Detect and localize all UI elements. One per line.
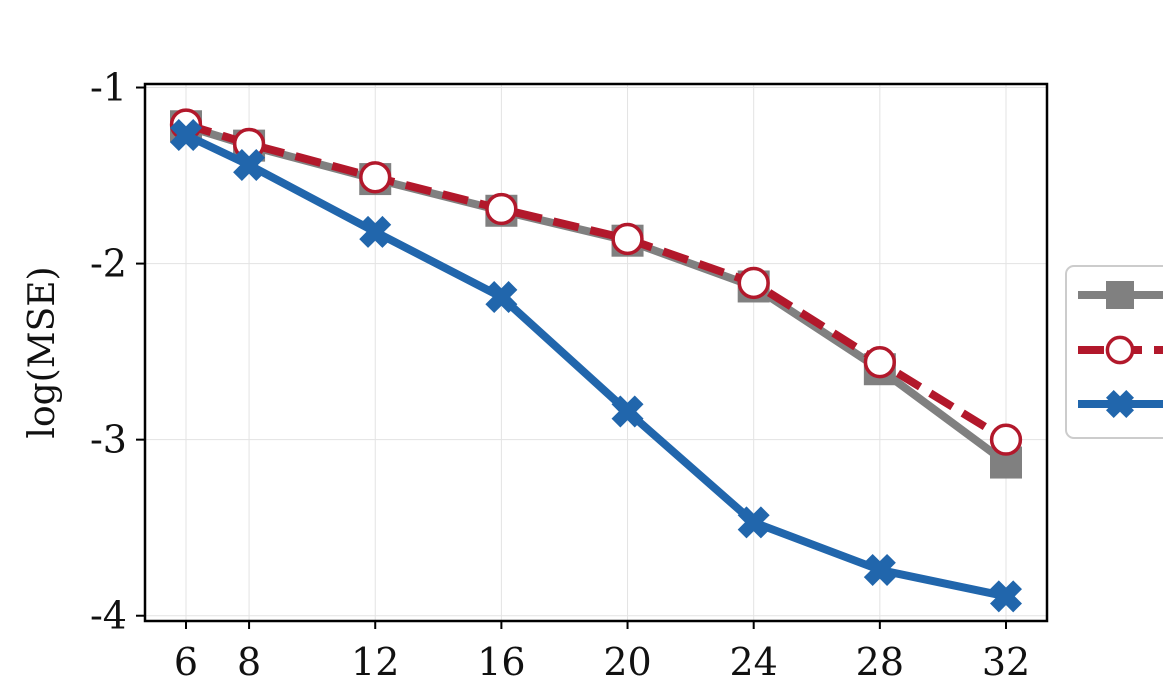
series-line	[184, 122, 1009, 466]
data-point-x	[611, 395, 644, 428]
grid	[145, 84, 1047, 621]
legend	[1065, 265, 1163, 439]
y-tick-label: -2	[90, 242, 127, 286]
data-point-x	[990, 580, 1022, 613]
x-tick-label: 32	[982, 640, 1030, 684]
y-tick-label: -1	[90, 66, 127, 110]
data-point-circle	[863, 346, 896, 379]
data-point-circle	[485, 192, 518, 226]
legend-entry-3	[1078, 390, 1163, 418]
x-tick-label: 28	[856, 640, 904, 684]
series-line	[184, 120, 1009, 444]
y-tick-label: -3	[90, 418, 127, 462]
data-point-circle	[989, 423, 1023, 456]
series-layer	[169, 108, 1023, 613]
x-tick-label: 24	[730, 640, 778, 684]
data-point-square	[1106, 281, 1134, 309]
data-point-circle	[1105, 335, 1135, 365]
data-point-x	[737, 506, 770, 539]
x-tick-label: 8	[237, 640, 261, 684]
series-1	[170, 110, 1022, 479]
data-point-x	[359, 215, 392, 248]
series-3	[170, 119, 1022, 613]
data-point-x	[233, 148, 266, 181]
x-axis: 6 8 12 16 20 24 28 32	[174, 621, 1030, 684]
data-point-circle	[611, 222, 644, 256]
data-point-circle	[737, 266, 770, 300]
x-tick-label: 12	[351, 640, 399, 684]
data-point-x	[485, 281, 518, 314]
x-tick-label: 6	[174, 640, 198, 684]
legend-entry-1	[1078, 281, 1163, 309]
legend-entry-2	[1078, 335, 1163, 365]
y-axis-label: log(MSE)	[22, 266, 63, 438]
data-point-x	[170, 119, 202, 152]
plot-frame	[143, 82, 1049, 623]
data-point-x	[863, 553, 896, 586]
y-axis: -1 -2 -3 -4	[90, 66, 145, 638]
data-point-circle	[359, 161, 392, 194]
x-tick-label: 16	[477, 640, 525, 684]
y-tick-label: -4	[90, 594, 127, 638]
series-line	[184, 131, 1007, 601]
x-tick-label: 20	[603, 640, 651, 684]
data-point-x	[1106, 390, 1134, 418]
